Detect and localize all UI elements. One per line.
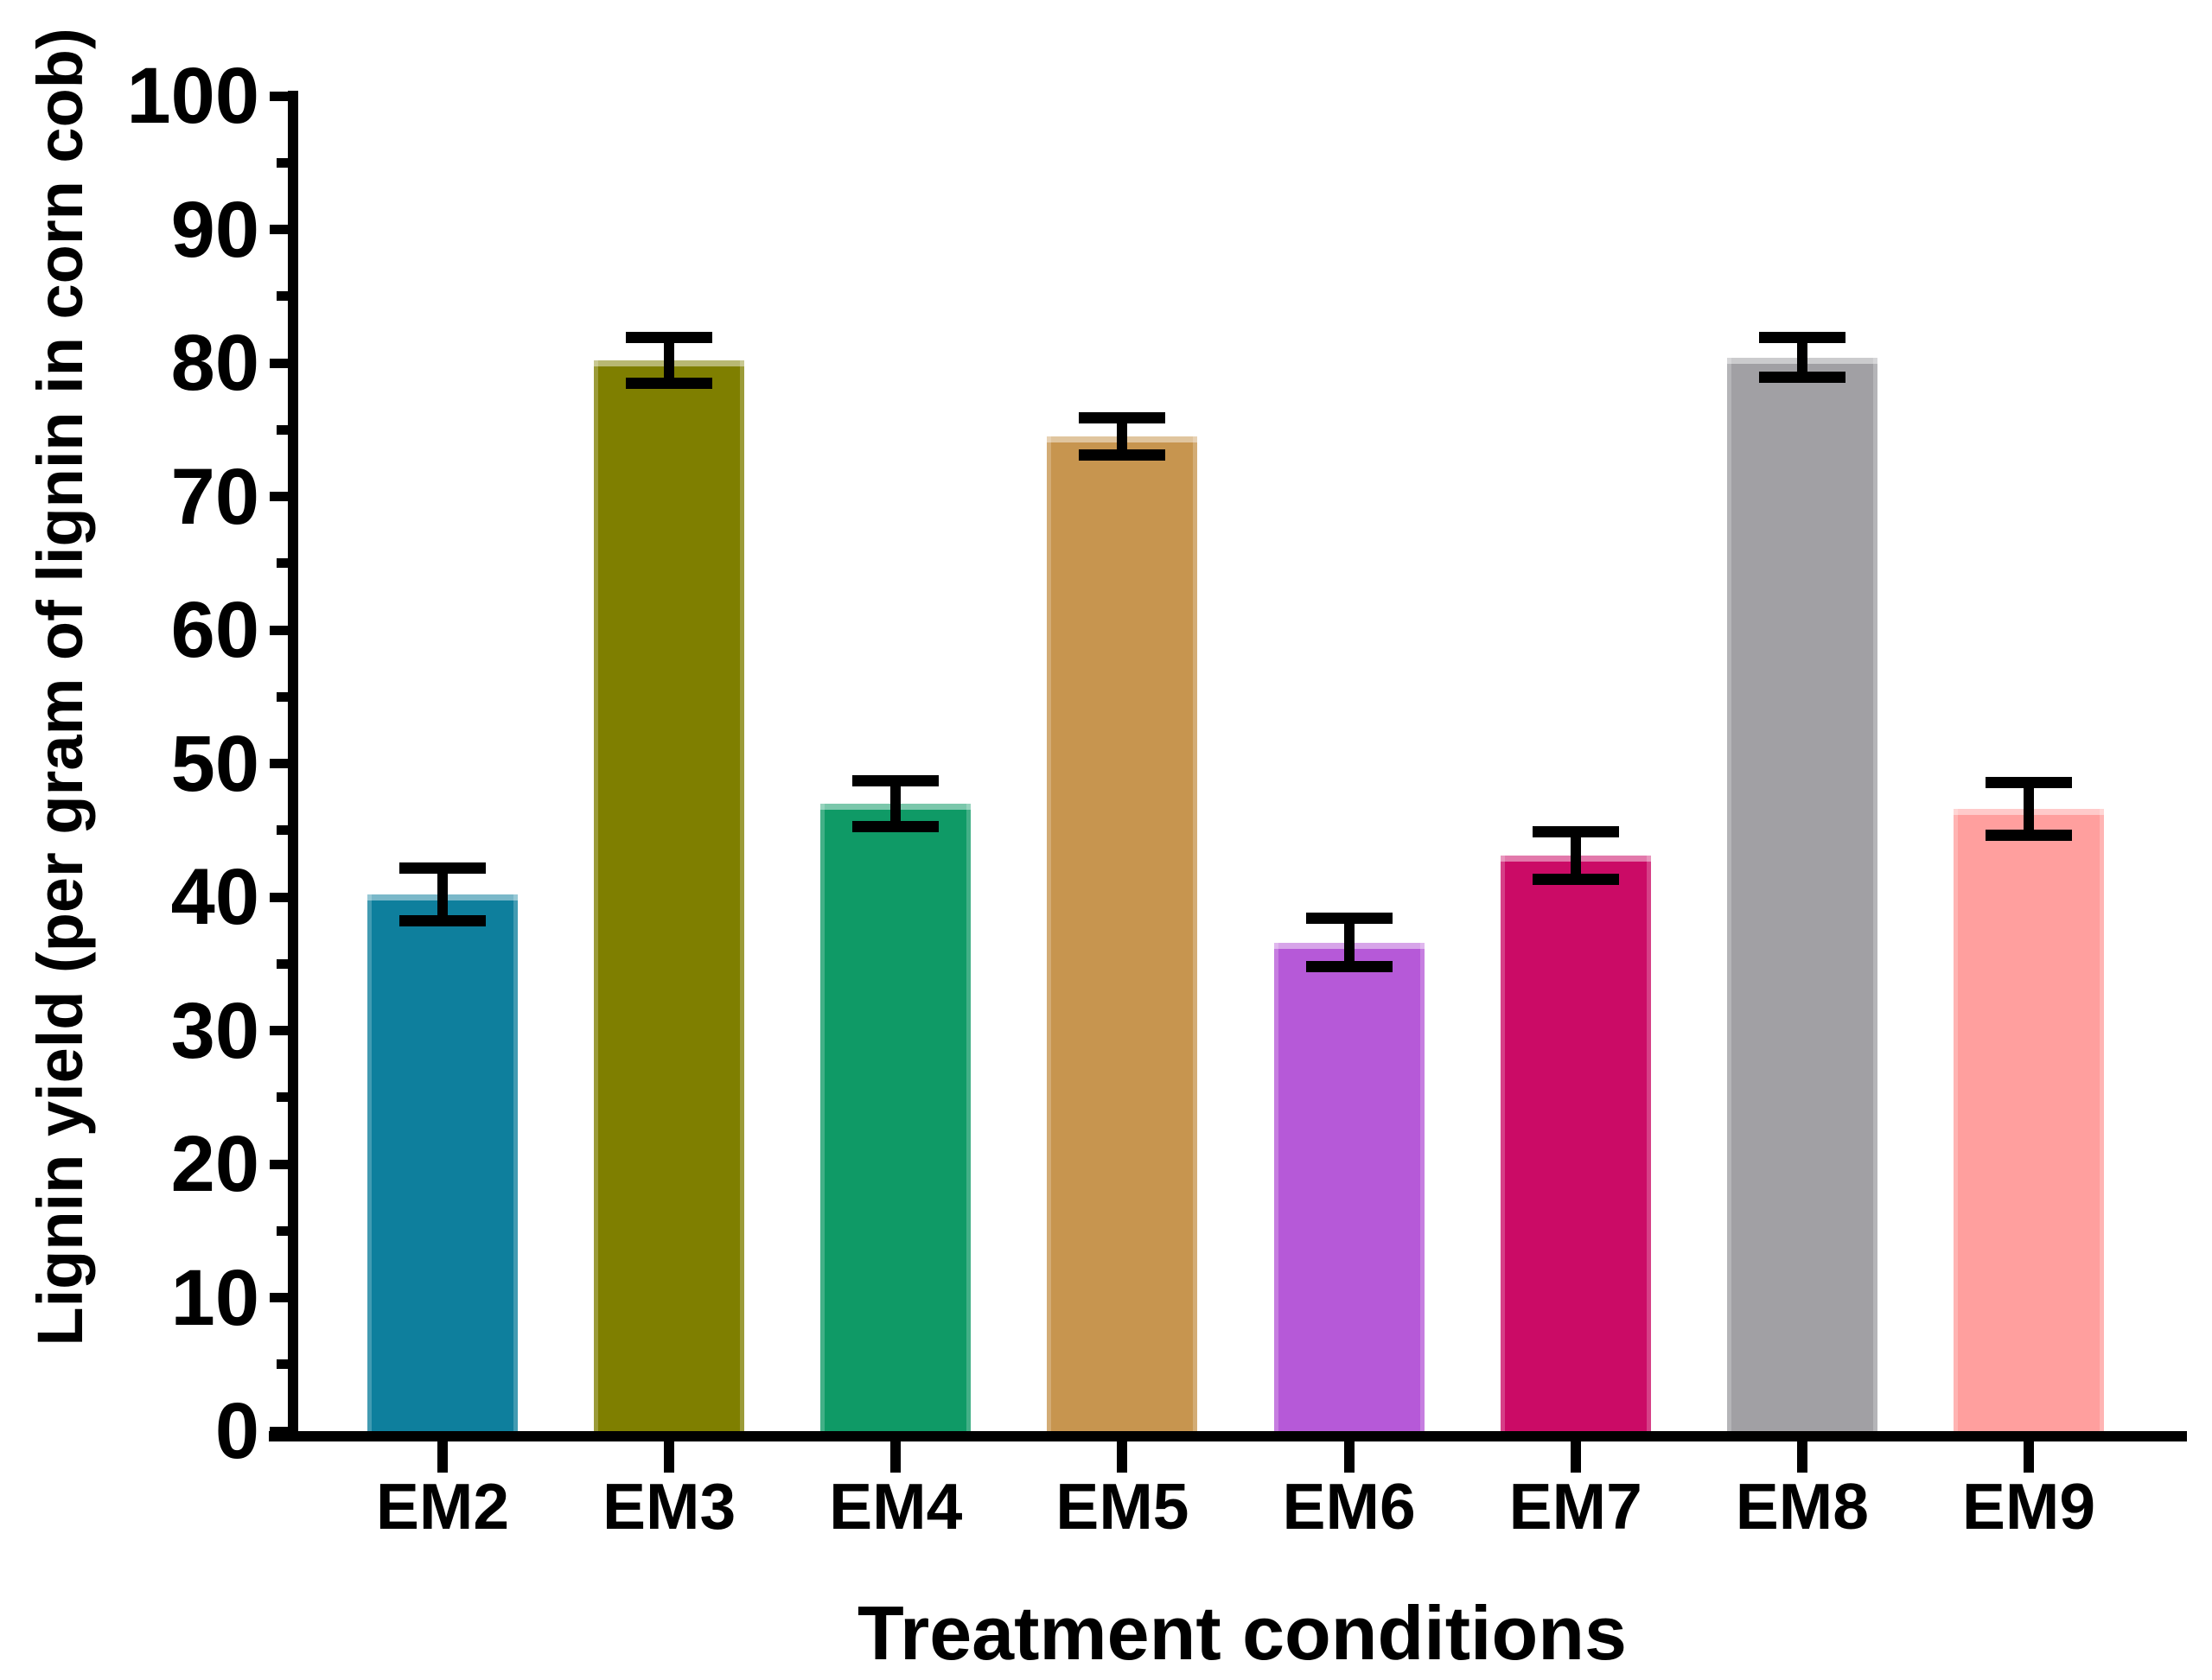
- y-minor-tick: [277, 1359, 288, 1370]
- y-major-tick: [270, 1293, 288, 1302]
- error-bar-cap-bottom-EM7: [1532, 874, 1619, 886]
- bar-EM7: [1500, 856, 1651, 1431]
- x-tick-EM7: [1570, 1441, 1581, 1473]
- error-bar-line-EM3: [664, 337, 675, 384]
- error-bar-cap-bottom-EM9: [1985, 830, 2072, 842]
- y-minor-tick: [277, 291, 288, 302]
- y-major-tick: [270, 625, 288, 635]
- x-tick-label-EM4: EM4: [829, 1470, 963, 1543]
- y-minor-tick: [277, 958, 288, 969]
- bar-EM9: [1953, 809, 2104, 1431]
- y-tick-label: 20: [170, 1120, 259, 1208]
- error-bar-line-EM5: [1117, 417, 1128, 455]
- bar-EM8: [1726, 357, 1877, 1431]
- x-tick-EM6: [1343, 1441, 1355, 1473]
- error-bar-cap-bottom-EM8: [1758, 372, 1845, 384]
- error-bar-cap-top-EM5: [1079, 411, 1166, 423]
- x-tick-label-EM9: EM9: [1961, 1470, 2096, 1543]
- x-tick-EM2: [437, 1441, 448, 1473]
- error-bar-line-EM9: [2023, 782, 2034, 836]
- error-bar-cap-bottom-EM6: [1305, 960, 1393, 972]
- error-bar-cap-bottom-EM3: [626, 377, 713, 389]
- y-minor-tick: [277, 424, 288, 435]
- error-bar-cap-top-EM8: [1758, 332, 1845, 344]
- x-tick-EM9: [2023, 1441, 2034, 1473]
- x-tick-EM5: [1117, 1441, 1128, 1473]
- x-tick-EM4: [890, 1441, 902, 1473]
- bar-EM2: [367, 894, 518, 1431]
- error-bar-line-EM6: [1343, 918, 1355, 967]
- x-tick-EM8: [1796, 1441, 1807, 1473]
- error-bar-cap-bottom-EM2: [399, 915, 486, 927]
- y-tick-label: 70: [170, 452, 259, 541]
- error-bar-cap-top-EM6: [1305, 913, 1393, 925]
- y-major-tick: [270, 1159, 288, 1169]
- y-tick-label: 50: [170, 719, 259, 808]
- error-bar-cap-bottom-EM4: [852, 820, 940, 832]
- y-tick-label: 10: [170, 1253, 259, 1342]
- y-major-tick: [270, 759, 288, 768]
- y-minor-tick: [277, 825, 288, 836]
- bar-EM5: [1047, 436, 1198, 1431]
- x-tick-label-EM3: EM3: [602, 1470, 736, 1543]
- y-tick-label: 60: [170, 586, 259, 674]
- x-axis-title: Treatment conditions: [857, 1590, 1627, 1676]
- x-tick-label-EM6: EM6: [1282, 1470, 1416, 1543]
- x-axis-line: [269, 1431, 2187, 1441]
- y-tick-label: 100: [126, 52, 260, 140]
- bar-EM3: [594, 360, 745, 1431]
- error-bar-cap-bottom-EM5: [1079, 449, 1166, 461]
- bar-EM4: [820, 803, 972, 1431]
- y-axis-line: [288, 91, 298, 1441]
- error-bar-line-EM7: [1570, 831, 1581, 880]
- y-major-tick: [270, 225, 288, 234]
- error-bar-line-EM8: [1796, 337, 1807, 378]
- error-bar-cap-top-EM2: [399, 862, 486, 874]
- y-tick-label: 30: [170, 986, 259, 1075]
- y-tick-label: 80: [170, 319, 259, 407]
- x-tick-label-EM8: EM8: [1735, 1470, 1869, 1543]
- y-tick-label: 40: [170, 853, 259, 941]
- y-minor-tick: [277, 558, 288, 569]
- y-major-tick: [270, 1426, 288, 1436]
- y-major-tick: [270, 1026, 288, 1035]
- y-minor-tick: [277, 157, 288, 168]
- y-major-tick: [270, 358, 288, 368]
- y-tick-label: 0: [214, 1387, 259, 1475]
- y-tick-label: 90: [170, 185, 259, 274]
- error-bar-line-EM4: [890, 780, 902, 827]
- y-major-tick: [270, 91, 288, 101]
- y-major-tick: [270, 492, 288, 501]
- x-tick-EM3: [664, 1441, 675, 1473]
- y-minor-tick: [277, 1225, 288, 1236]
- x-tick-label-EM2: EM2: [375, 1470, 510, 1543]
- y-minor-tick: [277, 1092, 288, 1103]
- error-bar-cap-top-EM4: [852, 775, 940, 787]
- error-bar-cap-top-EM9: [1985, 776, 2072, 788]
- bar-EM6: [1273, 942, 1425, 1431]
- y-major-tick: [270, 892, 288, 902]
- error-bar-cap-top-EM7: [1532, 825, 1619, 837]
- y-minor-tick: [277, 691, 288, 702]
- x-tick-label-EM7: EM7: [1508, 1470, 1642, 1543]
- x-tick-label-EM5: EM5: [1055, 1470, 1189, 1543]
- error-bar-line-EM2: [437, 868, 448, 921]
- error-bar-cap-top-EM3: [626, 332, 713, 344]
